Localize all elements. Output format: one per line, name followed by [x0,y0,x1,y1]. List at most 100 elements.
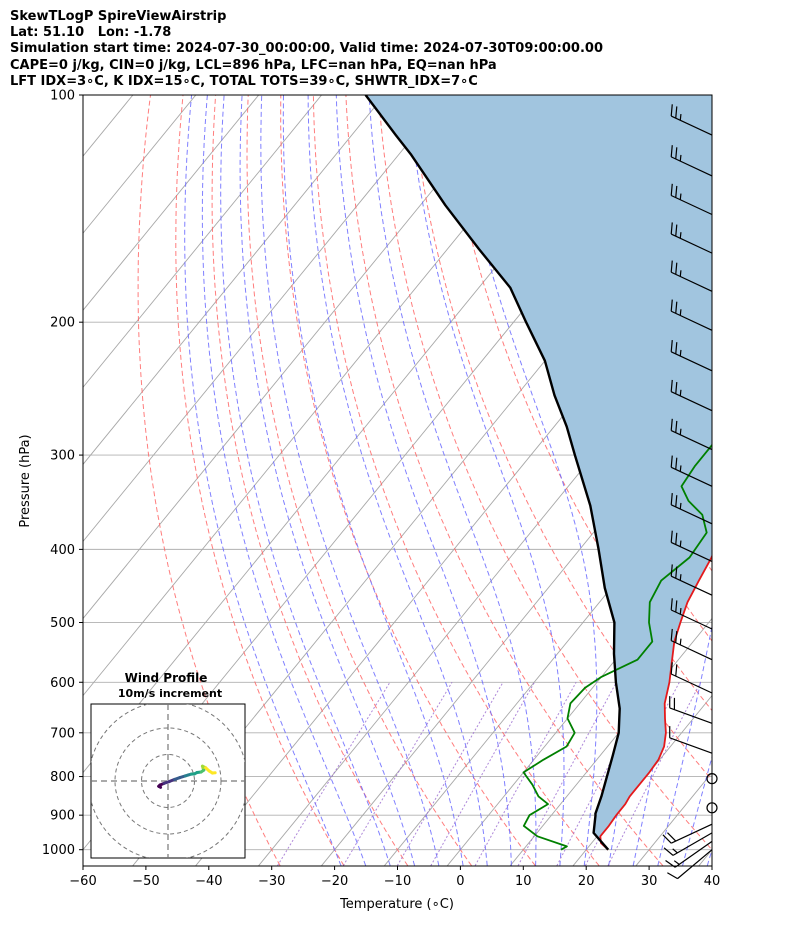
dry-adiabat [246,95,472,866]
moist-adiabat [657,95,712,866]
barb-flag [675,262,678,275]
isotherm-gridline [446,540,712,866]
y-tick-label: 300 [50,449,75,464]
barb-staff [670,391,713,412]
barb-flag [675,185,678,198]
barb-half-flag [679,154,682,162]
hodograph-plot [91,704,245,858]
x-tick-label: −20 [321,874,348,889]
barb-flag [670,183,673,196]
barb-flag [675,600,678,613]
wind-barb [670,598,713,630]
barb-flag [675,566,678,579]
barb-flag [675,664,678,677]
barb-flag [670,564,673,577]
barb-staff [670,575,713,596]
cape-cin-fill-layer [365,95,712,850]
barb-flag [675,630,678,643]
barb-staff [677,849,713,880]
isotherm-gridline [698,848,712,866]
moist-adiabat [260,95,440,866]
barb-flag [675,224,678,237]
barb-flag [675,495,678,507]
barb-flag [670,662,673,675]
y-tick-label: 100 [50,89,75,104]
barb-staff [674,840,713,868]
barb-staff [670,194,713,216]
hodograph-title: Wind Profile [125,671,208,685]
barb-half-flag [679,574,682,581]
x-tick-label: 40 [704,874,721,889]
header-cape-line: CAPE=0 j/kg, CIN=0 j/kg, LCL=896 hPa, LF… [10,57,497,73]
dry-adiabat [312,95,600,866]
barb-staff [669,707,713,724]
x-tick-label: −50 [132,874,159,889]
barb-half-flag [679,608,682,615]
hodograph-subtitle: 10m/s increment [118,687,222,700]
wind-barb [669,696,713,724]
barb-flag [670,418,673,431]
barb-flag [675,382,678,394]
dry-adiabat [703,95,712,118]
barb-staff [670,271,713,292]
barb-flag [675,532,678,545]
barb-flag [667,872,678,880]
barb-flag [670,455,673,468]
x-tick-label: −10 [384,874,411,889]
y-tick-label: 700 [50,726,75,741]
barb-staff [670,115,713,136]
barb-half-flag [679,540,682,547]
wind-barb [667,849,713,880]
isotherm-gridline [83,95,260,311]
mixing-ratio-line [342,682,453,866]
axis-layer: −60 −50 −40 −30 −20 −10 0 10 20 30 40 100 200 300 400 5… [42,89,720,890]
x-tick-label: 0 [456,874,464,889]
moist-adiabat [732,95,794,866]
barb-flag [670,260,673,273]
x-tick-label: −30 [258,874,285,889]
barb-half-flag [679,193,682,200]
mixing-ratio-line [277,682,391,866]
dry-adiabat [443,95,712,712]
barb-flag [662,834,672,844]
barb-flag [675,147,678,160]
barb-half-flag [673,860,680,865]
wind-barb [670,260,713,292]
profile-layer [364,95,712,851]
chart-header: SkewTLogP SpireViewAirstrip Lat: 51.10 L… [10,9,603,90]
barb-staff [670,430,713,451]
barb-flag [670,340,673,352]
barb-staff [670,640,713,661]
dry-adiabat [175,95,345,866]
moist-adiabat [407,95,565,866]
y-tick-label: 200 [50,316,75,331]
barb-half-flag [672,848,678,854]
isotherm-gridline [83,95,197,234]
isotherm-gridline [195,232,712,866]
barb-flag [670,299,673,312]
moist-adiabat [368,95,537,866]
isotherm-gridline [0,78,84,866]
barb-staff [670,233,713,254]
barb-half-flag [679,638,682,645]
barb-staff [670,466,713,487]
wind-barb [670,104,713,136]
hodograph-inset: Wind Profile 10m/s increment [90,671,246,859]
isotherm-gridline [83,95,386,466]
mixing-ratio-line [607,682,701,866]
wind-barb [670,379,713,412]
barb-staff [670,609,713,630]
wind-barb [670,564,713,596]
barb-staff [670,504,713,525]
barb-flag [663,847,674,856]
header-location: Lat: 51.10 Lon: -1.78 [10,25,172,41]
barb-flag [670,598,673,611]
y-tick-label: 900 [50,809,75,824]
dry-adiabat [763,78,794,866]
dry-adiabat [731,78,794,866]
y-tick-label: 600 [50,676,75,691]
dewpoint-profile-line [522,443,712,851]
wind-barb [670,493,713,525]
wind-barb [670,628,713,661]
x-tick-label: 30 [641,874,658,889]
